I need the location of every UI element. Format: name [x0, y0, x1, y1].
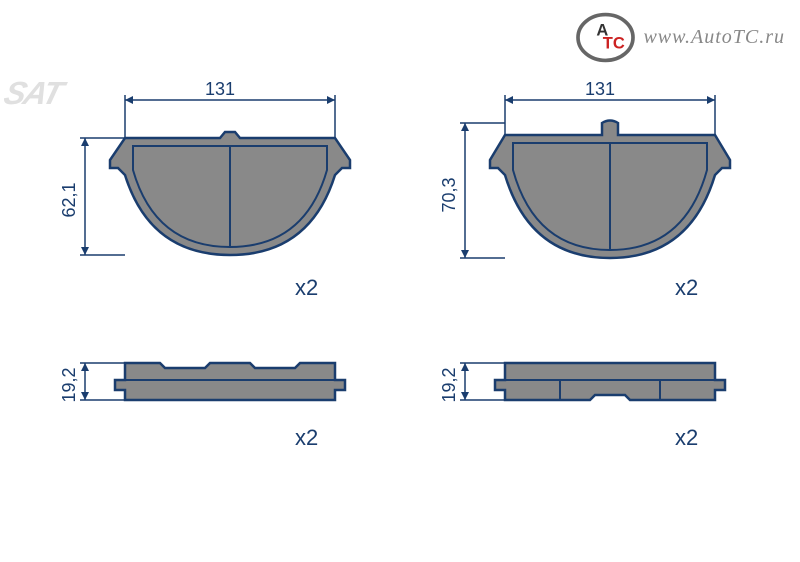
- left-panel-svg: 131 62,1 x2: [30, 80, 390, 480]
- svg-text:TC: TC: [603, 35, 625, 53]
- qty-right-top: x2: [675, 275, 698, 300]
- dim-thickness-right-label: 19,2: [439, 367, 459, 402]
- autotc-logo-icon: A TC: [573, 10, 638, 65]
- brake-pad-side-left: [115, 363, 345, 400]
- right-panel-svg: 131 70,3 x2: [410, 80, 770, 480]
- qty-right-bottom: x2: [675, 425, 698, 450]
- diagram-container: 131 62,1 x2: [30, 80, 770, 480]
- left-panel: 131 62,1 x2: [30, 80, 390, 480]
- dim-width-left-label: 131: [205, 80, 235, 99]
- brake-pad-side-right: [495, 363, 725, 400]
- dim-thickness-left-label: 19,2: [59, 367, 79, 402]
- dim-height-right-label: 70,3: [439, 177, 459, 212]
- dim-width-right-label: 131: [585, 80, 615, 99]
- brake-pad-top-left: [110, 132, 350, 255]
- right-panel: 131 70,3 x2: [410, 80, 770, 480]
- watermark: A TC www.AutoTC.ru: [573, 10, 785, 65]
- brake-pad-top-right: [490, 121, 730, 259]
- dim-height-right: 70,3: [439, 123, 505, 258]
- qty-left-bottom: x2: [295, 425, 318, 450]
- dim-height-left-label: 62,1: [59, 182, 79, 217]
- watermark-url: www.AutoTC.ru: [643, 26, 785, 49]
- qty-left-top: x2: [295, 275, 318, 300]
